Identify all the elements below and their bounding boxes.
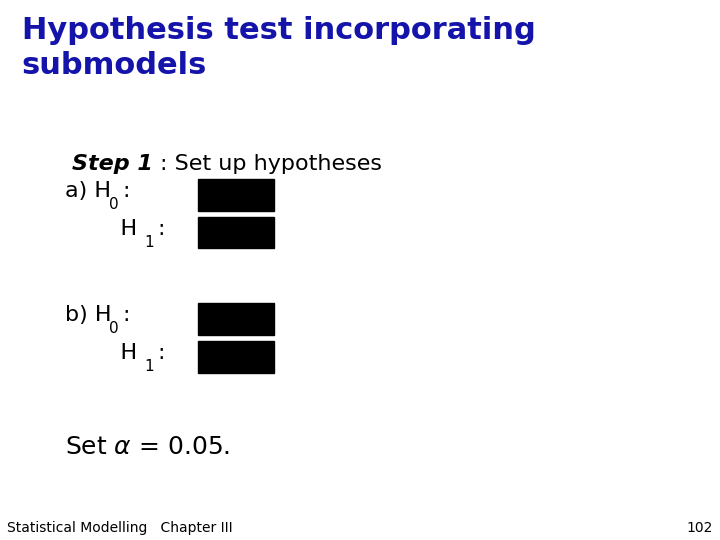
Text: :: :	[158, 219, 165, 239]
Text: :: :	[122, 305, 130, 325]
Text: Step 1: Step 1	[72, 154, 153, 174]
Bar	[198, 179, 274, 211]
Text: :: :	[158, 343, 165, 363]
Text: :: :	[122, 181, 130, 201]
Text: : Set up hypotheses: : Set up hypotheses	[160, 154, 382, 174]
Bar	[198, 341, 274, 373]
Text: a) H: a) H	[65, 181, 111, 201]
Text: Set $\alpha$ = 0.05.: Set $\alpha$ = 0.05.	[65, 435, 230, 458]
Bar	[198, 303, 274, 335]
Text: b) H: b) H	[65, 305, 112, 325]
Text: Statistical Modelling   Chapter III: Statistical Modelling Chapter III	[7, 521, 233, 535]
Text: 1: 1	[145, 235, 154, 250]
Text: 0: 0	[109, 197, 119, 212]
Text: H: H	[92, 343, 138, 363]
Text: Hypothesis test incorporating
submodels: Hypothesis test incorporating submodels	[22, 16, 536, 80]
Text: H: H	[92, 219, 138, 239]
Text: 1: 1	[145, 359, 154, 374]
Bar	[198, 217, 274, 248]
Text: 0: 0	[109, 321, 119, 336]
Text: 102: 102	[686, 521, 713, 535]
